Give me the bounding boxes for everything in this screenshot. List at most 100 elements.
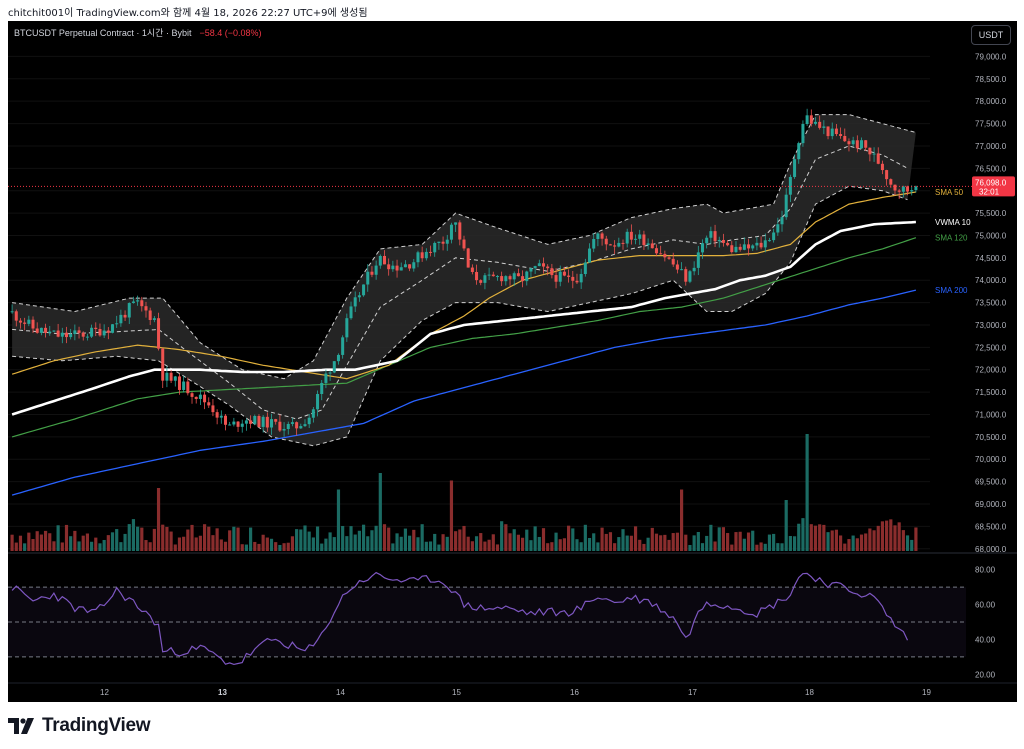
candle-body: [449, 224, 453, 240]
volume-bar: [629, 535, 633, 551]
volume-bar: [562, 538, 567, 551]
chart-svg[interactable]: 80.00 60.00 40.00 20.00 79,000.0 78,500.0 78,…: [8, 21, 1017, 702]
candle-body: [203, 394, 207, 403]
volume-bar: [567, 525, 571, 551]
candle-body: [705, 237, 709, 244]
candle-body: [106, 330, 110, 333]
volume-bar: [52, 541, 56, 551]
volume-bar: [742, 538, 746, 551]
volume-bar: [449, 480, 454, 551]
candle-body: [27, 319, 31, 324]
rsi-line: [11, 571, 909, 666]
volume-bar: [479, 533, 483, 551]
candle-body: [56, 330, 60, 337]
volume-bar: [106, 535, 110, 551]
volume-bar: [721, 527, 726, 551]
volume-bar: [713, 541, 717, 551]
volume-bar: [228, 530, 232, 551]
volume-bar: [278, 544, 282, 551]
candle-body: [642, 234, 646, 246]
candle-body: [395, 265, 399, 271]
volume-bar: [805, 434, 809, 551]
candle-body: [880, 163, 884, 171]
candle-body: [295, 422, 299, 429]
candle-body: [654, 248, 658, 254]
candle-body: [751, 245, 755, 249]
volume-bar: [838, 535, 843, 551]
candle-body: [433, 242, 437, 253]
volume-bar: [81, 535, 85, 551]
volume-bar: [190, 524, 194, 551]
candle-body: [31, 319, 35, 329]
volume-bar: [152, 528, 156, 551]
volume-bar: [621, 529, 625, 551]
price-tick-label: 69,500.0: [975, 478, 1007, 487]
candle-body: [709, 231, 713, 238]
volume-bar: [290, 536, 295, 551]
candle-body: [173, 376, 177, 381]
price-change: −58.4 (−0.08%): [199, 28, 261, 38]
candle-body: [115, 323, 119, 325]
time-tick-label: 14: [336, 688, 345, 697]
last-price-countdown: 32:01: [979, 187, 1000, 196]
candle-body: [366, 271, 370, 285]
volume-bar: [215, 528, 219, 551]
volume-bar: [219, 539, 223, 551]
candle-body: [282, 429, 286, 431]
candle-body: [650, 243, 654, 249]
time-tick-label: 12: [100, 688, 109, 697]
price-tick-label: 74,500.0: [975, 254, 1007, 263]
volume-bar: [77, 541, 81, 551]
volume-bar: [801, 518, 805, 551]
volume-bar: [303, 525, 307, 551]
volume-bar: [520, 537, 525, 551]
price-tick-label: 73,500.0: [975, 299, 1007, 308]
candle-body: [223, 415, 227, 425]
sma200-line: [11, 289, 917, 496]
candle-body: [23, 322, 27, 324]
candle-body: [550, 268, 554, 276]
candle-body: [320, 382, 324, 395]
candle-body: [521, 276, 525, 282]
volume-bar: [851, 535, 855, 551]
volume-bar: [202, 524, 207, 551]
candle-body: [399, 267, 403, 271]
volume-bar: [516, 534, 520, 551]
price-tick-label: 72,500.0: [975, 343, 1007, 352]
candle-body: [232, 421, 236, 425]
candle-body: [387, 264, 391, 270]
volume-bar: [424, 541, 428, 551]
volume-bar: [458, 529, 462, 551]
currency-button[interactable]: USDT: [971, 25, 1011, 45]
candle-body: [475, 271, 479, 281]
time-tick-label: 19: [922, 688, 931, 697]
candle-body: [855, 140, 859, 149]
volume-bar: [295, 529, 299, 551]
volume-bar: [797, 523, 801, 551]
volume-bar: [880, 521, 885, 551]
candle-body: [793, 159, 797, 177]
candle-body: [906, 186, 910, 192]
candle-body: [546, 266, 550, 269]
volume-bar: [546, 543, 550, 551]
tradingview-footer[interactable]: TradingView: [8, 713, 151, 739]
candle-body: [901, 186, 905, 192]
volume-bar: [885, 520, 889, 551]
chart-caption: chitchit001이 TradingView.com와 함께 4월 18, …: [8, 8, 368, 19]
volume-bar: [64, 524, 69, 551]
candle-body: [207, 402, 211, 406]
candle-body: [131, 301, 135, 304]
volume-bar: [813, 525, 818, 551]
candle-body: [85, 336, 89, 338]
chart-panel[interactable]: 80.00 60.00 40.00 20.00 79,000.0 78,500.0 78,…: [8, 21, 1017, 702]
volume-bar: [717, 527, 721, 551]
volume-bar: [353, 534, 357, 551]
candle-body: [357, 295, 361, 298]
candle-body: [567, 275, 571, 277]
volume-bar: [654, 533, 659, 551]
volume-bar: [27, 532, 31, 551]
price-tick-label: 74,000.0: [975, 276, 1007, 285]
volume-bar: [843, 543, 847, 551]
candle-body: [809, 115, 813, 124]
candle-body: [35, 328, 39, 333]
